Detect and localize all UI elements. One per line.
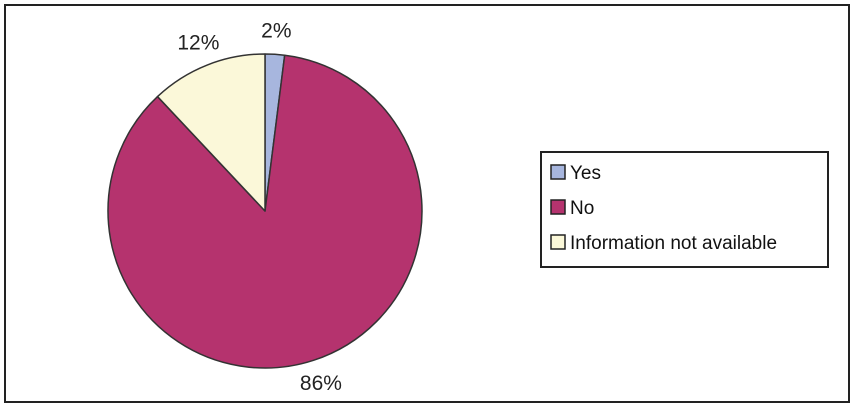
legend: Yes No Information not available bbox=[540, 151, 829, 268]
legend-label: Information not available bbox=[570, 233, 777, 254]
legend-label: Yes bbox=[570, 163, 601, 184]
slice-labels: 2% 86% 12% bbox=[177, 19, 342, 395]
legend-swatch bbox=[550, 234, 566, 250]
slice-value-label: 86% bbox=[300, 372, 342, 395]
slice-value-label: 12% bbox=[177, 32, 219, 55]
legend-swatch bbox=[550, 164, 566, 180]
pie-slice-information-not-available bbox=[156, 53, 266, 212]
legend-box bbox=[540, 151, 829, 268]
legend-label: No bbox=[570, 198, 594, 219]
legend-swatch bbox=[550, 199, 566, 215]
pie-slices bbox=[107, 53, 423, 369]
slice-value-label: 2% bbox=[261, 19, 291, 42]
